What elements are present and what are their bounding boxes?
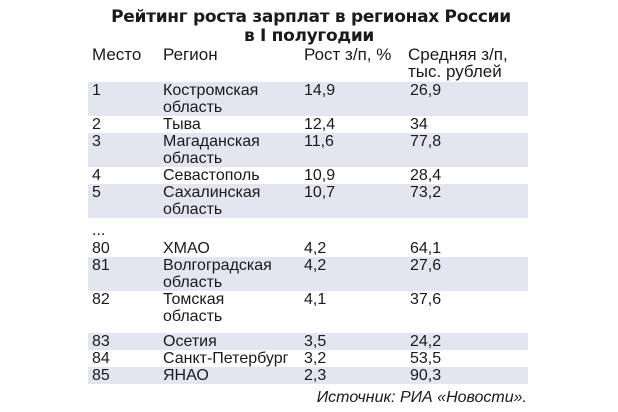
- header-average-salary-line-1: Средняя з/п,: [408, 45, 508, 64]
- row-growth: 12,4: [304, 116, 336, 133]
- title-line-2: в I полугодии: [243, 26, 375, 46]
- row-growth: 4,2: [304, 257, 327, 274]
- row-average-salary: 53,5: [410, 350, 442, 367]
- row-place: 4: [92, 167, 101, 184]
- row-average-salary: 24,2: [410, 333, 442, 350]
- row-growth: 11,6: [304, 133, 334, 150]
- row-region-line: область: [163, 99, 223, 116]
- row-region-line: Волгоградская: [163, 257, 272, 274]
- row-region-line: Севастополь: [163, 167, 260, 184]
- row-average-salary: 64,1: [410, 240, 442, 257]
- source-note: Источник: РИА «Новости».: [316, 389, 527, 406]
- row-place: 3: [92, 133, 101, 150]
- row-stripe: [88, 82, 528, 116]
- header-average-salary-line-2: тыс. рублей: [408, 62, 502, 81]
- header-average-salary: Средняя з/п, тыс. рублей: [408, 46, 508, 80]
- row-stripe: [88, 367, 528, 384]
- row-growth: 2,3: [304, 367, 327, 384]
- row-average-salary: 34: [410, 116, 428, 133]
- row-place: 85: [92, 367, 110, 384]
- row-region-line: Костромская: [163, 82, 259, 99]
- row-place: 80: [92, 240, 110, 257]
- row-growth: 3,2: [304, 350, 327, 367]
- row-average-salary: 37,6: [410, 291, 442, 308]
- row-average-salary: 90,3: [410, 367, 442, 384]
- row-place: 84: [92, 350, 110, 367]
- row-region-line: область: [163, 150, 223, 167]
- row-region-line: Магаданская: [163, 133, 260, 150]
- row-average-salary: 27,6: [410, 257, 442, 274]
- row-region-line: область: [163, 308, 223, 325]
- row-growth: 10,7: [304, 184, 336, 201]
- row-place: 83: [92, 333, 110, 350]
- row-place: 2: [92, 116, 101, 133]
- row-growth: 14,9: [304, 82, 336, 99]
- row-region-line: Сахалинская: [163, 184, 261, 201]
- row-region-line: область: [163, 274, 223, 291]
- row-average-salary: 26,9: [410, 82, 442, 99]
- row-region-line: ХМАО: [163, 240, 210, 257]
- row-region-line: область: [163, 201, 223, 218]
- row-region-line: Тыва: [163, 116, 201, 133]
- row-place: 5: [92, 184, 101, 201]
- title-line-1: Рейтинг роста зарплат в регионах России: [111, 7, 511, 27]
- row-stripe: [88, 133, 528, 167]
- row-region-line: ЯНАО: [163, 367, 209, 384]
- row-place: 82: [92, 291, 110, 308]
- row-average-salary: 77,8: [410, 133, 442, 150]
- row-stripe: [88, 257, 528, 291]
- row-stripe: [88, 333, 528, 350]
- row-growth: 4,1: [304, 291, 327, 308]
- row-growth: 10,9: [304, 167, 336, 184]
- header-growth: Рост з/п, %: [304, 45, 392, 64]
- row-stripe: [88, 184, 528, 218]
- row-place: 1: [92, 82, 101, 99]
- row-growth: 3,5: [304, 333, 327, 350]
- row-region-line: Осетия: [163, 333, 217, 350]
- row-place: 81: [92, 257, 110, 274]
- header-region: Регион: [163, 45, 218, 64]
- row-average-salary: 73,2: [410, 184, 442, 201]
- header-place: Место: [92, 45, 142, 64]
- row-average-salary: 28,4: [410, 167, 442, 184]
- row-region-line: Томская: [163, 291, 225, 308]
- row-region-line: Санкт-Петербург: [163, 350, 289, 367]
- row-growth: 4,2: [304, 240, 327, 257]
- rows-omitted-ellipsis: ...: [92, 222, 106, 239]
